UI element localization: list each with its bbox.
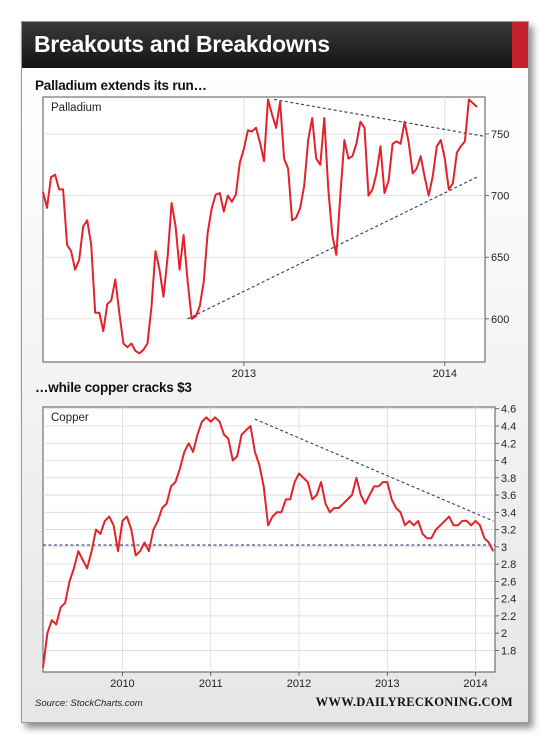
copper-y-tick-label: 3.6 — [501, 490, 516, 502]
palladium-y-tick-label: 650 — [491, 252, 509, 264]
palladium-x-tick-label: 2013 — [232, 368, 256, 380]
copper-y-tick-label: 4.2 — [501, 438, 516, 450]
copper-y-tick-label: 2.6 — [501, 576, 516, 588]
copper-x-tick-label: 2012 — [287, 678, 311, 690]
copper-y-tick-label: 3.4 — [501, 507, 516, 519]
copper-y-tick-label: 3.8 — [501, 473, 516, 485]
copper-y-tick-label: 3 — [501, 542, 507, 554]
palladium-y-tick-label: 600 — [491, 314, 509, 326]
copper-plot-area — [42, 406, 496, 673]
copper-trendline — [254, 418, 494, 522]
copper-chart: 1.8 2 2.2 2.4 2.6 2.8 3 3.2 3.4 3.6 3.8 4 4.2 4.4 4.6 2… — [42, 404, 516, 690]
palladium-price-line — [42, 98, 478, 355]
copper-x-tick-label: 2014 — [463, 678, 487, 690]
website-label: WWW.DAILYRECKONING.COM — [315, 695, 513, 709]
palladium-plot-area — [42, 96, 486, 363]
palladium-chart: 600 650 700 750 2013 2014 Palladium — [42, 96, 509, 380]
copper-x-tick-label: 2013 — [375, 678, 399, 690]
palladium-series-label: Palladium — [51, 102, 102, 114]
palladium-y-tick-label: 750 — [491, 129, 509, 141]
copper-y-tick-label: 3.2 — [501, 525, 516, 537]
copper-price-line — [42, 416, 495, 668]
title-bar: Breakouts and Breakdowns — [22, 22, 528, 68]
copper-y-tick-label: 4.4 — [501, 421, 516, 433]
palladium-trendline — [273, 98, 486, 137]
palladium-subtitle: Palladium extends its run… — [35, 78, 207, 93]
copper-subtitle: …while copper cracks $3 — [35, 380, 192, 395]
page-title: Breakouts and Breakdowns — [34, 31, 330, 57]
title-accent — [512, 22, 528, 68]
palladium-trendline — [187, 176, 478, 320]
copper-y-tick-label: 4 — [501, 456, 507, 468]
copper-y-tick-label: 2.8 — [501, 559, 516, 571]
copper-y-tick-label: 4.6 — [501, 404, 516, 416]
source-note: Source: StockCharts.com — [35, 698, 143, 709]
copper-x-tick-label: 2010 — [110, 678, 134, 690]
palladium-y-tick-label: 700 — [491, 191, 509, 203]
copper-series-label: Copper — [51, 412, 89, 424]
palladium-x-tick-label: 2014 — [433, 368, 457, 380]
copper-y-tick-label: 2.4 — [501, 594, 516, 606]
copper-y-tick-label: 1.8 — [501, 645, 516, 657]
copper-y-tick-label: 2 — [501, 628, 507, 640]
copper-x-tick-label: 2011 — [199, 678, 223, 690]
chart-card: Breakouts and Breakdowns Palladium exten… — [21, 21, 529, 723]
copper-y-tick-label: 2.2 — [501, 611, 516, 623]
